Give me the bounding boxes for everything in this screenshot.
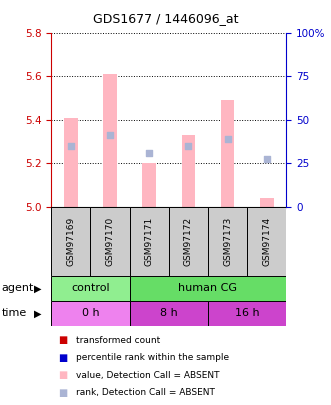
Point — [225, 136, 230, 143]
Point — [147, 149, 152, 156]
Text: GSM97174: GSM97174 — [262, 217, 271, 266]
Bar — [51, 207, 90, 276]
Bar — [181, 135, 195, 207]
Text: GSM97169: GSM97169 — [67, 217, 75, 266]
Text: ■: ■ — [58, 353, 67, 362]
Bar — [142, 163, 156, 207]
Text: ■: ■ — [58, 370, 67, 380]
Text: control: control — [71, 284, 110, 293]
Text: GSM97171: GSM97171 — [145, 217, 154, 266]
Point — [68, 143, 73, 149]
Text: ■: ■ — [58, 335, 67, 345]
Text: ■: ■ — [58, 388, 67, 398]
Bar — [260, 198, 274, 207]
Point — [186, 143, 191, 149]
Text: agent: agent — [2, 284, 34, 293]
Bar — [221, 100, 234, 207]
Point — [107, 132, 113, 139]
Text: time: time — [2, 309, 27, 318]
Bar — [130, 301, 208, 326]
Bar — [247, 207, 286, 276]
Point — [264, 156, 269, 162]
Text: GSM97173: GSM97173 — [223, 217, 232, 266]
Bar — [130, 207, 169, 276]
Text: human CG: human CG — [178, 284, 237, 293]
Text: GDS1677 / 1446096_at: GDS1677 / 1446096_at — [93, 12, 238, 25]
Text: GSM97172: GSM97172 — [184, 217, 193, 266]
Bar — [64, 118, 78, 207]
Bar — [90, 207, 130, 276]
Bar — [51, 276, 130, 301]
Text: GSM97170: GSM97170 — [106, 217, 115, 266]
Bar — [169, 207, 208, 276]
Bar — [130, 276, 286, 301]
Text: 8 h: 8 h — [160, 309, 178, 318]
Bar — [103, 74, 117, 207]
Text: value, Detection Call = ABSENT: value, Detection Call = ABSENT — [76, 371, 220, 379]
Bar — [51, 301, 130, 326]
Text: ▶: ▶ — [34, 284, 42, 293]
Text: 16 h: 16 h — [235, 309, 260, 318]
Bar — [208, 301, 286, 326]
Text: rank, Detection Call = ABSENT: rank, Detection Call = ABSENT — [76, 388, 215, 397]
Text: ▶: ▶ — [34, 309, 42, 318]
Bar — [208, 207, 247, 276]
Text: 0 h: 0 h — [82, 309, 99, 318]
Text: percentile rank within the sample: percentile rank within the sample — [76, 353, 229, 362]
Text: transformed count: transformed count — [76, 336, 161, 345]
